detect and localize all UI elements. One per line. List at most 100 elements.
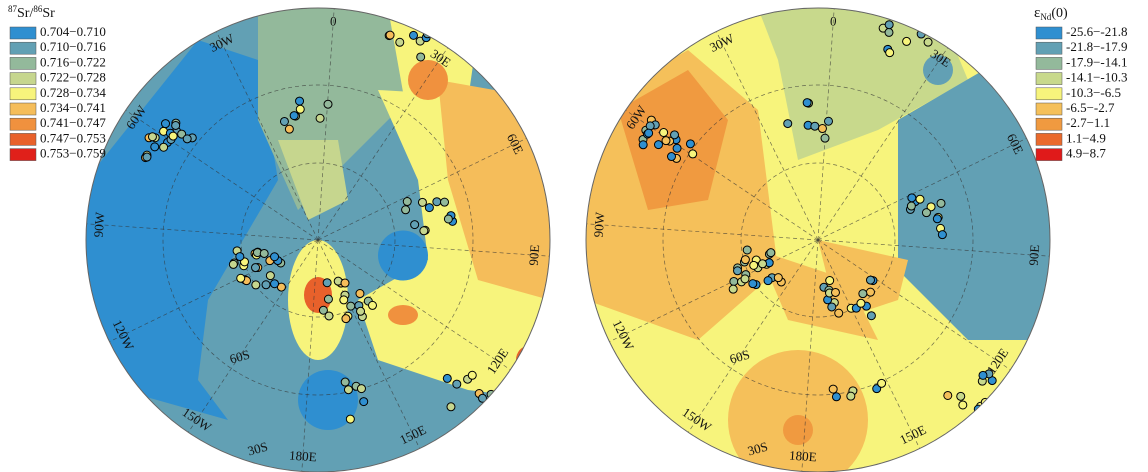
sample-site (916, 195, 924, 203)
longitude-label: 180E (789, 448, 817, 465)
sample-site (907, 202, 915, 210)
sample-site (260, 249, 268, 257)
legend-title: 87Sr/86Sr (8, 4, 55, 21)
sample-site (903, 37, 911, 45)
sample-site (483, 404, 491, 412)
sample-site (402, 206, 410, 214)
sample-site (937, 199, 945, 207)
legend-swatch (10, 133, 36, 145)
sample-site (229, 260, 237, 268)
sample-site (417, 53, 425, 61)
longitude-label: 180E (289, 448, 317, 465)
legend-label: -25.6−-21.8 (1066, 24, 1128, 39)
legend-label: 1.1−4.9 (1066, 130, 1106, 145)
sample-site (346, 415, 354, 423)
sample-site (673, 144, 681, 152)
sample-site (252, 281, 260, 289)
sample-site (974, 405, 982, 413)
sample-site (944, 391, 952, 399)
legend-swatch (10, 149, 36, 161)
sample-site (316, 114, 324, 122)
sample-site (360, 398, 368, 406)
sample-site (759, 260, 767, 268)
sample-site (486, 398, 494, 406)
map-fill (86, 8, 550, 472)
region (783, 415, 813, 445)
sample-site (734, 267, 742, 275)
sample-site (867, 312, 875, 320)
legend-swatch (1036, 103, 1062, 115)
longitude-label: 90W (591, 211, 608, 238)
sample-site (324, 100, 332, 108)
legend-label: 0.734−0.741 (40, 100, 106, 115)
legend-swatch (10, 73, 36, 85)
sample-site (296, 105, 304, 113)
map (586, 8, 1050, 472)
sample-site (803, 99, 811, 107)
sample-site (296, 97, 304, 105)
sample-site (356, 290, 364, 298)
legend-label: -14.1−-10.3 (1066, 70, 1128, 85)
legend-swatch (10, 103, 36, 115)
sample-site (148, 133, 156, 141)
legend-swatch (1036, 133, 1062, 145)
legend-label: 0.747−0.753 (40, 130, 106, 145)
sample-site (859, 290, 867, 298)
sample-site (646, 122, 654, 130)
sample-site (750, 261, 758, 269)
legend-label: 0.710−0.716 (40, 39, 106, 54)
sample-site (826, 277, 834, 285)
legend-swatch (10, 88, 36, 100)
sample-site (784, 120, 792, 128)
legend-swatch (1036, 42, 1062, 54)
legend-swatch (10, 27, 36, 39)
sample-site (323, 279, 331, 287)
figure: 030E60E90E120E150E180E150W120W90W60W30W6… (0, 0, 1148, 472)
sample-site (857, 299, 865, 307)
sample-site (403, 198, 411, 206)
legend-label: 0.753−0.759 (40, 146, 106, 161)
sample-site (169, 132, 177, 140)
sample-site (340, 296, 348, 304)
sample-site (886, 49, 894, 57)
sample-site (885, 21, 893, 29)
sample-site (325, 312, 333, 320)
sample-site (236, 253, 244, 261)
sample-site (262, 281, 270, 289)
sample-site (981, 398, 989, 406)
legend-swatch (10, 42, 36, 54)
legend-title: εNd(0) (1034, 5, 1068, 22)
sample-site (160, 143, 168, 151)
sample-site (689, 150, 697, 158)
region (378, 231, 428, 281)
sample-site (767, 249, 775, 257)
sample-site (280, 117, 288, 125)
sample-site (357, 307, 365, 315)
sample-site (730, 277, 738, 285)
legend-label: 0.728−0.734 (40, 85, 106, 100)
sample-site (668, 153, 676, 161)
sample-site (818, 125, 826, 133)
sample-site (368, 301, 376, 309)
legend-label: -17.9−-14.1 (1066, 54, 1128, 69)
sample-site (410, 31, 418, 39)
sample-site (420, 227, 428, 235)
sample-site (847, 392, 855, 400)
sample-site (447, 403, 455, 411)
sample-site (347, 302, 355, 310)
sample-site (162, 120, 170, 128)
sample-site (878, 379, 886, 387)
legend-label: 0.704−0.710 (40, 24, 106, 39)
sample-site (411, 221, 419, 229)
sample-site (418, 198, 426, 206)
sample-site (774, 274, 782, 282)
sample-site (143, 153, 151, 161)
longitude-label: 90E (526, 244, 542, 266)
sample-site (639, 141, 647, 149)
legend-swatch (1036, 118, 1062, 130)
legend-swatch (1036, 149, 1062, 161)
sample-site (743, 246, 751, 254)
sample-site (468, 371, 476, 379)
sample-site (922, 209, 930, 217)
legend-label: -21.8−-17.9 (1066, 39, 1128, 54)
